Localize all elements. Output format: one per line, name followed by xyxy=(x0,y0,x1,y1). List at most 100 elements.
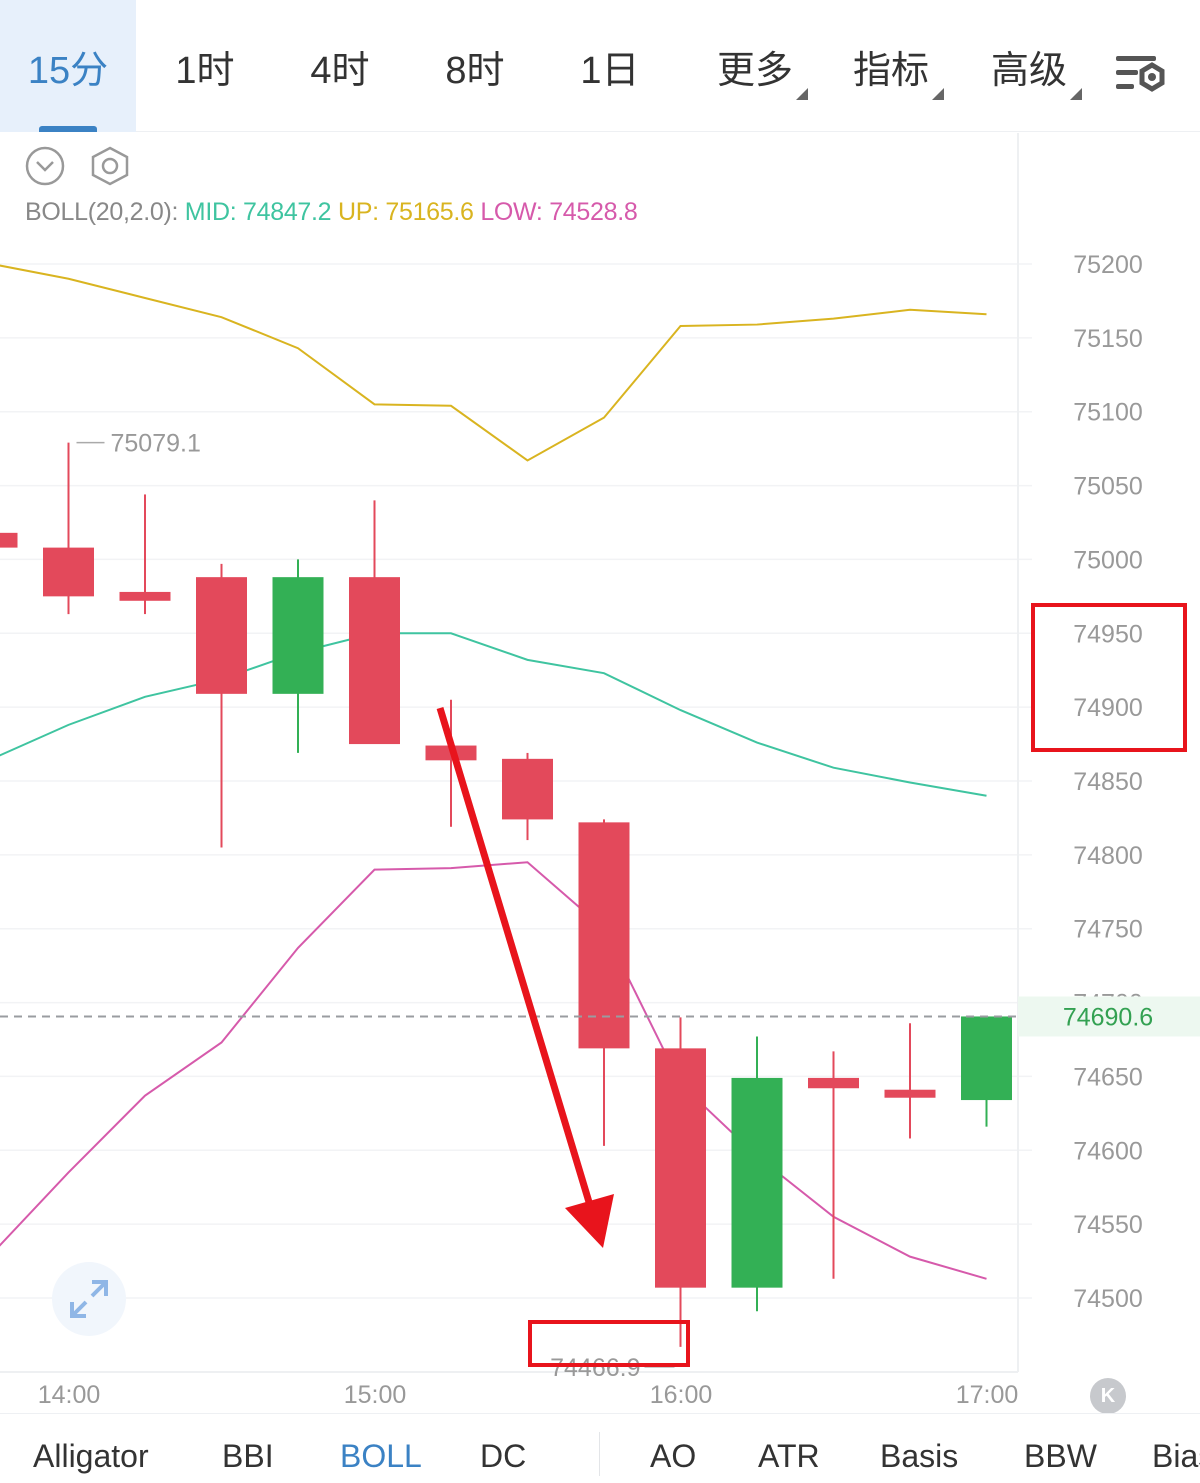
dropdown-corner-icon xyxy=(932,88,944,100)
price-tick-label: 74600 xyxy=(1073,1137,1143,1165)
bear-candle xyxy=(808,1051,859,1279)
bull-candle xyxy=(961,1016,1012,1127)
price-tick-label: 75000 xyxy=(1073,546,1143,574)
time-tick-label: 14:00 xyxy=(38,1381,101,1409)
indicators-dropdown[interactable]: 指标 xyxy=(836,0,946,132)
candle-body xyxy=(349,577,400,745)
more-dropdown[interactable]: 更多 xyxy=(700,0,810,132)
price-chart[interactable]: 75200 75150 75100 75050 75000 74950 74900 74850… xyxy=(0,133,1200,1413)
timeframe-bar: 15分 1时 4时 8时 1日 更多 指标 高级 xyxy=(0,0,1200,132)
fullscreen-button[interactable] xyxy=(52,1262,126,1336)
indicator-separator xyxy=(599,1432,600,1476)
bull-candle xyxy=(272,559,324,753)
expand-icon xyxy=(70,1280,108,1318)
candle-body xyxy=(502,758,553,820)
bear-candle xyxy=(0,532,18,548)
bear-candle xyxy=(43,442,94,615)
timeframe-tab-1h[interactable]: 1时 xyxy=(150,0,260,132)
price-tick-label: 75150 xyxy=(1073,325,1143,353)
price-tick-label: 74750 xyxy=(1073,916,1143,944)
high-price-label: 75079.1 xyxy=(111,430,201,458)
low-price-label: 74466.9 xyxy=(550,1354,640,1382)
annotation-box-price-range xyxy=(1031,603,1187,752)
annotation-arrow-head xyxy=(565,1194,614,1248)
timeframe-tab-1d[interactable]: 1日 xyxy=(555,0,665,132)
bear-candle xyxy=(884,1023,936,1139)
candle-body xyxy=(43,547,94,597)
price-tick-label: 75050 xyxy=(1073,473,1143,501)
annotation-arrow-shaft xyxy=(436,706,596,1214)
candle-body xyxy=(578,822,630,1049)
boll-up-value: UP: 75165.6 xyxy=(337,198,474,226)
boll-up-line xyxy=(0,264,987,462)
time-axis: 14:00 15:00 16:00 17:00 xyxy=(38,1381,1019,1409)
boll-mid-value: MID: 74847.2 xyxy=(184,198,332,226)
bear-candle xyxy=(502,752,553,841)
time-tick-label: 16:00 xyxy=(650,1381,713,1409)
indicator-tab-bbi[interactable]: BBI xyxy=(222,1438,274,1474)
indicator-tab-alligator[interactable]: Alligator xyxy=(33,1438,149,1474)
indicator-tab-ao[interactable]: AO xyxy=(650,1438,697,1474)
candle-body xyxy=(119,591,171,601)
annotation-box-low-price xyxy=(528,1320,690,1367)
boll-legend: BOLL(20,2.0): MID: 74847.2 UP: 75165.6 L… xyxy=(25,198,638,227)
candle-body xyxy=(196,577,247,694)
price-tick-label: 74650 xyxy=(1073,1063,1143,1091)
chart-gridlines xyxy=(0,263,1032,1299)
indicator-tab-boll[interactable]: BOLL xyxy=(340,1438,422,1474)
dropdown-corner-icon xyxy=(1070,88,1082,100)
collapse-icon[interactable] xyxy=(24,145,66,187)
current-price-label: 74690.6 xyxy=(1063,1003,1153,1031)
bull-candle xyxy=(731,1036,783,1312)
candles xyxy=(0,442,1012,1347)
timeframe-tab-4h[interactable]: 4时 xyxy=(285,0,395,132)
bear-candle xyxy=(119,494,171,615)
price-tick-label: 74900 xyxy=(1073,694,1143,722)
timeframe-tab-8h[interactable]: 8时 xyxy=(420,0,530,132)
timeframe-tab-label: 1时 xyxy=(175,49,235,92)
time-tick-label: 15:00 xyxy=(344,1381,407,1409)
price-tick-label: 74800 xyxy=(1073,842,1143,870)
indicator-tab-basis[interactable]: Basis xyxy=(880,1438,959,1474)
advanced-dropdown[interactable]: 高级 xyxy=(974,0,1084,132)
time-tick-label: 17:00 xyxy=(956,1381,1019,1409)
price-tick-label: 74950 xyxy=(1073,620,1143,648)
k-icon: K xyxy=(1100,1384,1116,1407)
more-dropdown-label: 更多 xyxy=(716,49,793,92)
bear-candle xyxy=(578,819,630,1146)
price-tick-label: 75200 xyxy=(1073,251,1143,279)
price-tick-label: 75100 xyxy=(1073,399,1143,427)
dropdown-corner-icon xyxy=(796,88,808,100)
candle-body xyxy=(884,1089,936,1098)
indicators-dropdown-label: 指标 xyxy=(852,49,929,92)
bear-candle xyxy=(655,1017,706,1347)
indicator-settings-icon[interactable] xyxy=(88,145,132,187)
candle-body xyxy=(655,1048,706,1288)
boll-bands xyxy=(0,264,987,1280)
candle-body xyxy=(272,577,324,694)
boll-legend-prefix: BOLL(20,2.0): xyxy=(25,198,179,226)
timeframe-tab-label: 4时 xyxy=(310,49,370,92)
timeframe-tab-label: 15分 xyxy=(27,49,109,92)
advanced-dropdown-label: 高级 xyxy=(990,49,1067,92)
indicator-bar: Alligator BBI BOLL DC AO ATR Basis BBW B… xyxy=(0,1413,1200,1483)
candlestick-chart-svg: 75200 75150 75100 75050 75000 74950 74900 74850… xyxy=(0,133,1200,1409)
price-tick-label: 74550 xyxy=(1073,1211,1143,1239)
price-tick-label: 74500 xyxy=(1073,1285,1143,1313)
timeframe-tab-label: 8时 xyxy=(445,49,505,92)
indicator-tab-bias[interactable]: Bias xyxy=(1152,1438,1200,1474)
indicator-tab-dc[interactable]: DC xyxy=(480,1438,527,1474)
bear-candle xyxy=(349,500,400,745)
boll-mid-line xyxy=(0,632,987,797)
chart-settings-icon[interactable] xyxy=(1112,50,1172,102)
indicator-tab-bbw[interactable]: BBW xyxy=(1024,1438,1097,1474)
scroll-to-latest-button[interactable]: K xyxy=(1090,1378,1126,1414)
candle-body xyxy=(808,1077,859,1089)
active-tab-indicator xyxy=(39,126,97,132)
price-tick-label: 74850 xyxy=(1073,768,1143,796)
current-price-tag xyxy=(1018,996,1200,1037)
timeframe-tab-label: 1日 xyxy=(580,49,640,92)
indicator-tab-atr[interactable]: ATR xyxy=(758,1438,820,1474)
boll-low-line xyxy=(0,861,987,1280)
timeframe-tab-15m[interactable]: 15分 xyxy=(0,0,136,132)
